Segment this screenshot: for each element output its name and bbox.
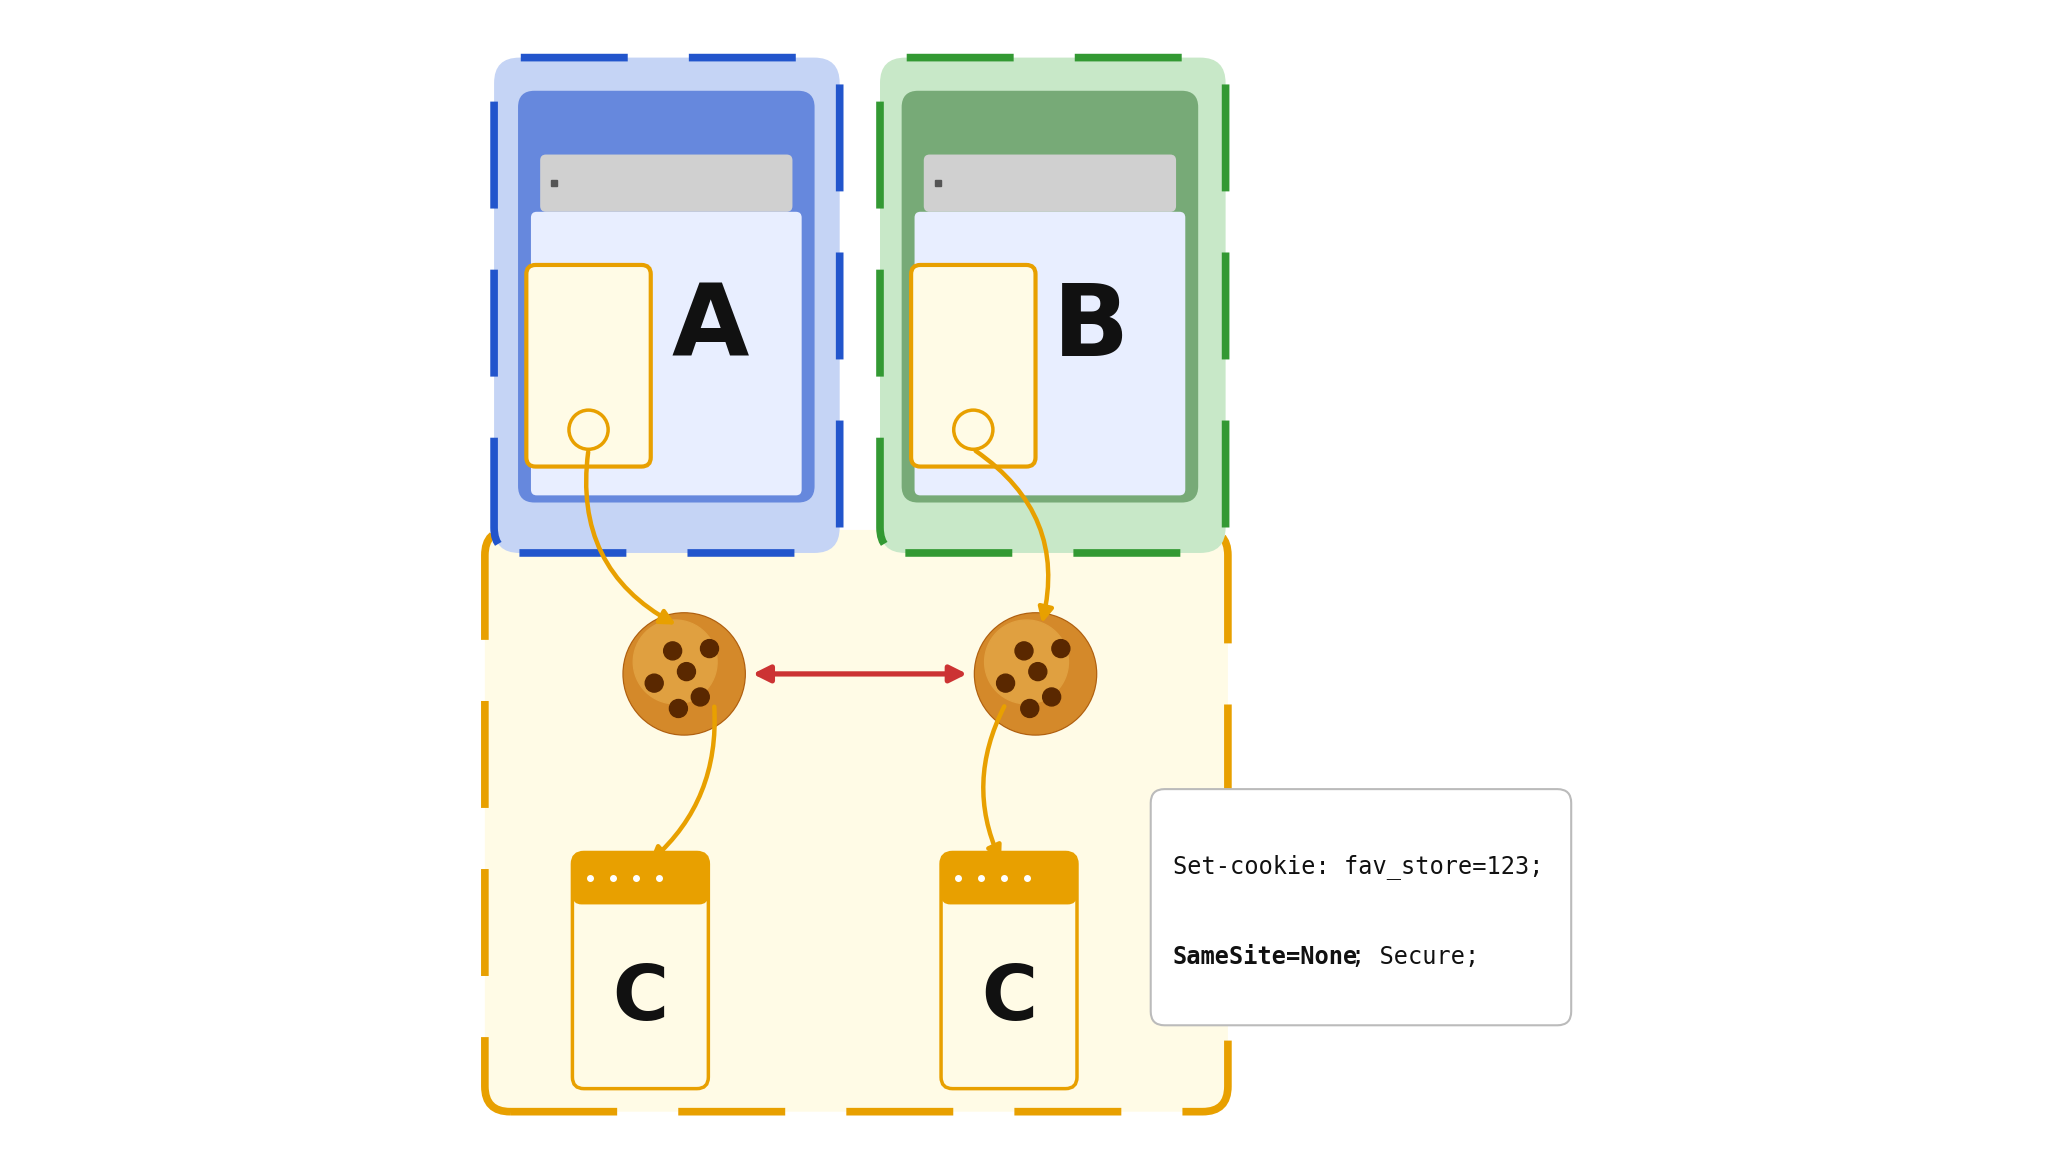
FancyBboxPatch shape <box>903 92 1196 501</box>
Circle shape <box>975 613 1096 735</box>
FancyBboxPatch shape <box>903 92 1196 145</box>
Text: B: B <box>1053 280 1128 377</box>
Circle shape <box>985 620 1069 704</box>
Text: Set-cookie: fav_store=123;: Set-cookie: fav_store=123; <box>1174 855 1542 879</box>
FancyBboxPatch shape <box>911 265 1036 467</box>
FancyBboxPatch shape <box>541 154 793 212</box>
Circle shape <box>954 410 993 449</box>
Circle shape <box>692 688 709 706</box>
Circle shape <box>633 620 717 704</box>
Circle shape <box>625 614 743 734</box>
Text: C: C <box>612 962 668 1036</box>
FancyBboxPatch shape <box>942 852 1077 1089</box>
Circle shape <box>645 674 664 692</box>
Text: C: C <box>981 962 1036 1036</box>
FancyBboxPatch shape <box>485 530 1229 1112</box>
Circle shape <box>670 699 688 718</box>
FancyBboxPatch shape <box>881 58 1225 553</box>
Circle shape <box>623 613 745 735</box>
Circle shape <box>700 639 719 658</box>
Circle shape <box>664 642 682 660</box>
Circle shape <box>975 614 1096 734</box>
FancyBboxPatch shape <box>494 58 840 553</box>
Text: SameSite=None: SameSite=None <box>1174 945 1358 969</box>
Circle shape <box>1028 662 1047 681</box>
Text: ; Secure;: ; Secure; <box>1352 945 1479 969</box>
FancyBboxPatch shape <box>1151 789 1571 1025</box>
Circle shape <box>1042 688 1061 706</box>
FancyBboxPatch shape <box>942 852 1077 904</box>
FancyBboxPatch shape <box>915 212 1186 495</box>
Circle shape <box>1053 639 1069 658</box>
FancyBboxPatch shape <box>520 92 813 501</box>
FancyBboxPatch shape <box>530 212 801 495</box>
FancyBboxPatch shape <box>924 154 1176 212</box>
Circle shape <box>1016 642 1032 660</box>
Circle shape <box>678 662 696 681</box>
FancyBboxPatch shape <box>520 92 813 145</box>
Text: A: A <box>672 280 750 377</box>
Circle shape <box>997 674 1014 692</box>
Circle shape <box>1020 699 1038 718</box>
Circle shape <box>569 410 608 449</box>
FancyBboxPatch shape <box>526 265 651 467</box>
FancyBboxPatch shape <box>571 852 709 904</box>
FancyBboxPatch shape <box>571 852 709 1089</box>
